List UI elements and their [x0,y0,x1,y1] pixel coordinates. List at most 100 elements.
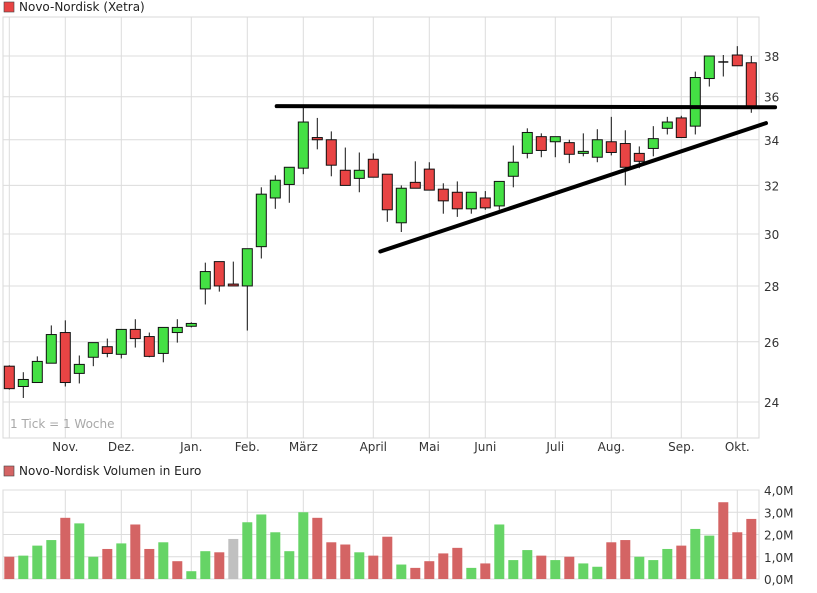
candle [157,326,169,363]
volume-bar [508,560,519,579]
volume-bar [214,552,225,579]
candle-body [157,326,169,354]
volume-tick-label: 3,0M [764,506,793,520]
candle [213,261,225,292]
volume-bar [200,551,211,579]
month-label: April [360,440,387,454]
volume-bar [88,556,99,579]
candle-body [297,121,309,169]
price-tick-label: 36 [764,91,779,105]
volume-tick-label: 0,0M [764,573,793,587]
volume-bar [466,567,477,579]
volume-bar [648,560,659,579]
price-tick-label: 24 [764,396,779,410]
volume-bar [116,543,127,579]
volume-chart-title: Novo-Nordisk Volumen in Euro [19,464,201,478]
candle-body [535,136,547,151]
volume-bar [158,542,169,579]
candle-body [17,378,29,388]
candles [3,46,757,398]
volume-bar [326,542,337,579]
candle [17,372,29,398]
candle [283,166,295,203]
volume-legend-swatch [3,465,15,477]
candle [675,115,687,139]
candle-body [577,150,589,154]
volume-bar [452,547,463,579]
volume-bar [620,540,631,579]
candle-body [381,173,393,211]
month-label: Okt. [725,440,750,454]
volume-bar [270,532,281,579]
candle-body [731,54,743,67]
volume-bar [410,567,421,579]
price-tick-label: 28 [764,280,779,294]
candle-body [31,360,43,384]
candle-body [633,152,645,162]
candle-body [479,197,491,209]
candle-body [283,166,295,185]
month-label: Sep. [668,440,694,454]
volume-bar [578,563,589,579]
volume-bar [284,551,295,579]
candle [339,147,351,186]
candle [423,162,435,191]
candle-body [325,139,337,166]
candle-body [549,136,561,143]
candle-body [255,193,267,248]
candle-body [563,142,575,155]
volume-bar [18,555,29,579]
candle [269,175,281,209]
candle [325,131,337,177]
candle [451,181,463,217]
candle [199,262,211,305]
candle [563,139,575,164]
volume-bar [396,564,407,579]
candle-body [45,334,57,364]
month-label: Aug. [598,440,625,454]
month-label: Nov. [52,440,78,454]
candle-body [605,141,617,153]
candle [591,129,603,163]
candle [493,180,505,210]
candle-body [129,328,141,340]
candle-body [199,271,211,290]
volume-bar [32,545,43,579]
volume-bars [4,502,757,579]
month-label: Dez. [108,440,135,454]
candle [465,191,477,214]
support-trendline [378,121,768,254]
month-label: Mai [419,440,440,454]
candle [745,56,757,113]
volume-bar [298,512,309,579]
candle [31,356,43,384]
volume-bar [564,556,575,579]
candle-body [101,346,113,354]
candle-body [59,332,71,384]
month-x-axis: Nov. Dez. Jan. Feb. März April Mai Juni Juli Aug.… [52,440,750,454]
volume-bar [550,560,561,579]
candle-body [437,188,449,202]
price-tick-label: 26 [764,336,779,350]
volume-bar [424,561,435,579]
volume-bar [256,514,267,579]
resistance-trendline [274,104,778,110]
candle [521,128,533,159]
candle [129,319,141,348]
volume-bar [438,553,449,579]
month-label: Jan. [179,440,202,454]
candle-body [647,138,659,149]
candle-body [353,169,365,179]
price-legend-swatch [3,1,15,13]
volume-bar [228,538,239,579]
candle [619,130,631,186]
candle [409,161,421,189]
candle [479,191,491,210]
volume-bar [242,522,253,579]
candle-body [675,117,687,139]
candle [367,153,379,178]
candle [689,71,701,135]
volume-bar [46,540,57,579]
candle [395,185,407,232]
volume-bar [592,566,603,579]
